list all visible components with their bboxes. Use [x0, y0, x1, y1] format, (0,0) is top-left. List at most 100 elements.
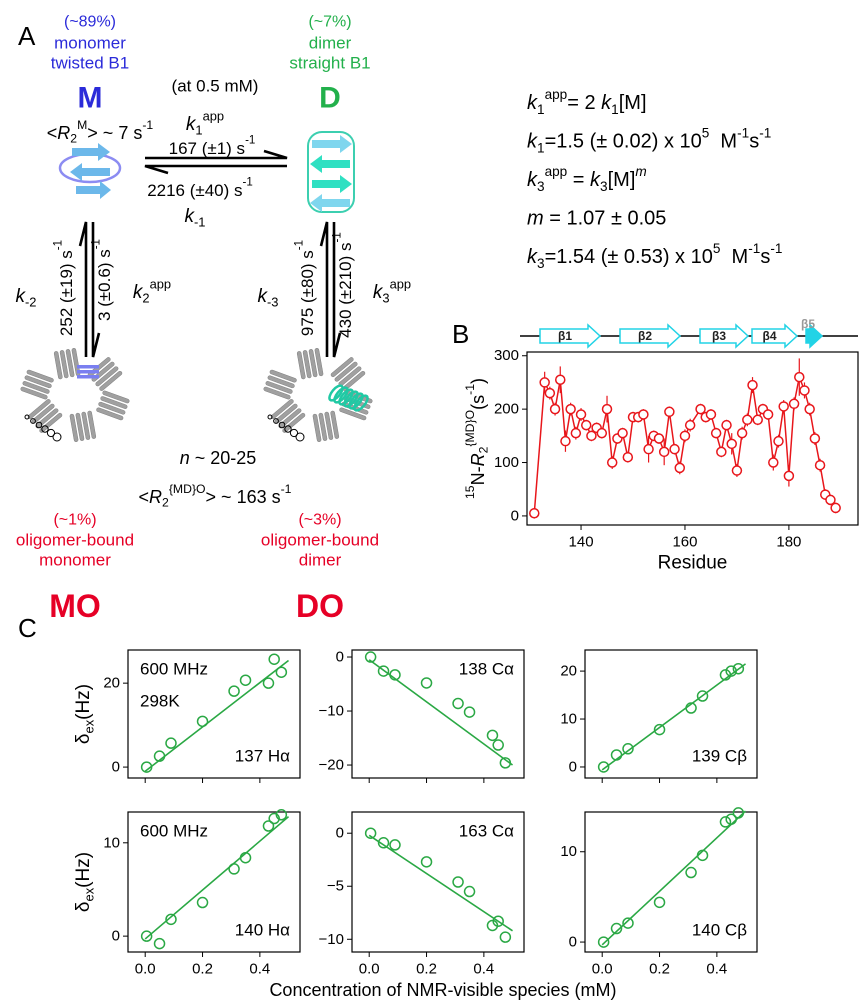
- text-segment: > ~ 163 s: [206, 487, 281, 507]
- text-segment: ex: [81, 719, 96, 733]
- diagram-label: MO: [49, 588, 101, 624]
- diagram-label: (~7%): [308, 14, 351, 31]
- text-segment: [M]: [608, 169, 636, 191]
- data-point: [784, 471, 793, 480]
- x-tick-label: 160: [672, 534, 697, 551]
- diagram-label: twisted B1: [51, 54, 129, 73]
- equation: m = 1.07 ± 0.05: [527, 208, 666, 230]
- x-tick-label: 180: [776, 534, 801, 551]
- data-point: [241, 675, 251, 685]
- diagram-label: k-1: [185, 206, 206, 230]
- text-segment: 5: [702, 125, 710, 140]
- text-segment: 3: [537, 256, 545, 271]
- text-segment: =1.54 (± 0.53) x 10: [545, 246, 713, 268]
- y-tick-label: 100: [494, 454, 519, 471]
- data-point: [422, 678, 432, 688]
- y-tick-label: 20: [560, 663, 577, 680]
- text-segment: -1: [281, 482, 292, 496]
- equation: k3app = k3[M]m: [527, 164, 647, 194]
- data-point: [487, 730, 497, 740]
- y-tick-label: −10: [319, 703, 344, 720]
- text-segment: -1: [737, 125, 749, 140]
- plot-frame: [527, 352, 858, 525]
- diagram-label: dimer: [299, 551, 342, 570]
- text-segment: 252 (±19) s: [57, 250, 76, 336]
- data-point: [686, 421, 695, 430]
- text-segment: 15: [463, 485, 477, 499]
- data-point: [732, 466, 741, 475]
- text-segment: -1: [194, 214, 205, 229]
- data-point: [623, 453, 632, 462]
- y-axis-label: δex(Hz): [73, 852, 97, 912]
- data-point: [680, 431, 689, 440]
- panel-label: B: [452, 319, 469, 349]
- data-point: [660, 447, 669, 456]
- x-tick-label: 0.2: [416, 961, 437, 978]
- text-segment: M: [709, 131, 737, 153]
- arrow-backward: [145, 166, 287, 173]
- x-axis-label: Residue: [658, 553, 728, 574]
- data-point: [717, 447, 726, 456]
- text-segment: R: [149, 487, 162, 507]
- data-point: [733, 808, 743, 818]
- data-point: [670, 445, 679, 454]
- data-point: [810, 434, 819, 443]
- diagram-label: k-3: [258, 286, 279, 310]
- text-segment: 3: [382, 290, 389, 305]
- data-point: [618, 429, 627, 438]
- text-segment: -1: [243, 176, 253, 188]
- ellipsis-dot: [53, 433, 61, 441]
- oligomer-cartoons: [20, 348, 373, 442]
- data-point: [826, 495, 835, 504]
- monomer-cartoon: [60, 143, 120, 199]
- data-point: [229, 686, 239, 696]
- bound-strand: [77, 375, 99, 379]
- text-segment: -1: [245, 134, 255, 146]
- diagram-label: monomer: [54, 34, 126, 53]
- dimer-cartoon: [308, 132, 354, 212]
- data-point: [198, 898, 208, 908]
- text-segment: R: [468, 453, 488, 466]
- text-segment: app: [390, 276, 412, 291]
- strand-label: β4: [763, 329, 777, 343]
- data-point: [599, 937, 609, 947]
- data-point: [493, 740, 503, 750]
- data-point: [639, 410, 648, 419]
- page: ABC(~89%)monomertwisted B1M(~7%)dimerstr…: [0, 0, 861, 1003]
- data-point: [712, 429, 721, 438]
- data-point: [276, 667, 286, 677]
- data-point: [597, 429, 606, 438]
- diagram-label: 430 (±210) s-1: [331, 232, 354, 338]
- bound-strand: [77, 370, 99, 374]
- diagram-label: M: [78, 82, 103, 115]
- text-segment: =: [567, 169, 590, 191]
- text-segment: -1: [463, 384, 477, 395]
- annotation: 298K: [140, 692, 180, 711]
- arrow-up: [321, 222, 327, 357]
- text-segment: s: [749, 131, 759, 153]
- data-point: [545, 389, 554, 398]
- diagram-label: <R2M> ~ 7 s-1: [47, 118, 154, 145]
- y-tick-label: 20: [103, 675, 120, 692]
- arrow-up: [80, 222, 86, 357]
- annotation: 140 Cβ: [692, 921, 747, 940]
- data-point: [764, 410, 773, 419]
- diagram-label: (~89%): [64, 14, 116, 31]
- data-point: [675, 463, 684, 472]
- text-segment: n: [180, 448, 190, 468]
- data-point: [566, 405, 575, 414]
- text-segment: 2: [142, 290, 149, 305]
- text-segment: 1: [537, 140, 545, 155]
- data-point: [790, 399, 799, 408]
- text-segment: app: [150, 276, 172, 291]
- strand: [72, 143, 110, 161]
- data-point: [816, 461, 825, 470]
- data-point: [198, 716, 208, 726]
- data-point: [748, 381, 757, 390]
- diagram-label: k2app: [133, 276, 171, 305]
- text-segment: app: [545, 164, 568, 179]
- diagram-label: dimer: [309, 34, 352, 53]
- diagram-label: 2216 (±40) s-1: [147, 176, 253, 199]
- strand-label: β5: [801, 317, 815, 331]
- data-point: [587, 431, 596, 440]
